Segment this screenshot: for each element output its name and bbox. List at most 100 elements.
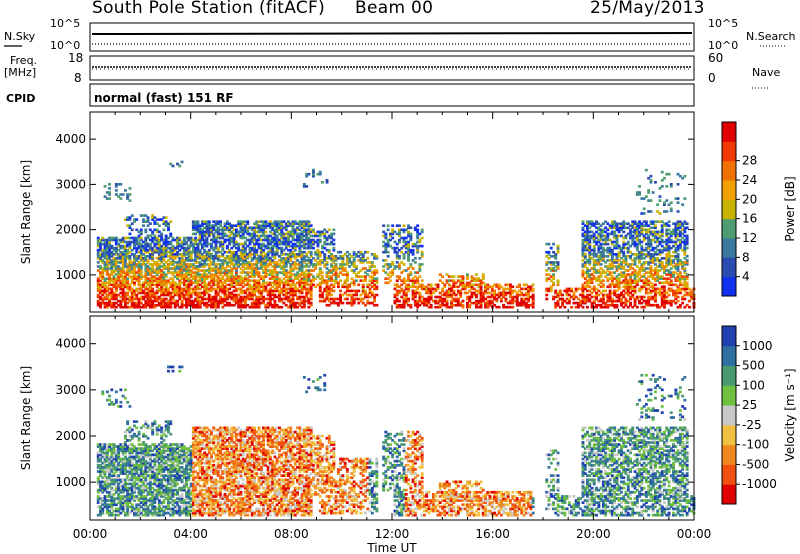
echo-cell bbox=[255, 263, 259, 266]
echo-cell bbox=[153, 295, 157, 299]
echo-cell bbox=[413, 289, 417, 293]
echo-cell bbox=[130, 277, 134, 280]
echo-cell bbox=[649, 248, 653, 252]
echo-cell bbox=[232, 281, 236, 285]
echo-cell bbox=[339, 267, 342, 270]
echo-cell bbox=[468, 305, 472, 309]
echo-cell bbox=[114, 236, 118, 240]
echo-cell bbox=[155, 228, 159, 232]
echo-cell bbox=[268, 291, 272, 295]
echo-cell bbox=[237, 287, 241, 291]
echo-cell bbox=[187, 295, 191, 299]
echo-cell bbox=[443, 283, 447, 287]
echo-cell bbox=[586, 297, 589, 301]
echo-cell bbox=[210, 281, 213, 285]
echo-cell bbox=[518, 289, 521, 293]
echo-cell bbox=[289, 297, 293, 301]
echo-cell bbox=[232, 259, 236, 262]
echo-cell bbox=[117, 269, 121, 272]
echo-cell bbox=[617, 250, 621, 254]
echo-cell bbox=[570, 305, 574, 309]
echo-cell bbox=[196, 293, 200, 297]
echo-cell bbox=[468, 281, 472, 285]
echo-cell bbox=[626, 240, 630, 244]
echo-cell bbox=[613, 283, 617, 287]
echo-cell bbox=[126, 244, 130, 248]
echo-cell bbox=[622, 265, 626, 268]
echo-cell bbox=[610, 301, 614, 305]
echo-cell bbox=[617, 246, 621, 250]
echo-cell bbox=[601, 293, 605, 297]
echo-cell bbox=[99, 271, 102, 274]
echo-cell bbox=[110, 277, 114, 280]
echo-cell bbox=[343, 253, 347, 256]
echo-cell bbox=[278, 285, 281, 289]
echo-cell bbox=[216, 291, 220, 295]
echo-cell bbox=[407, 234, 410, 238]
echo-cell bbox=[108, 236, 111, 240]
echo-cell bbox=[633, 285, 637, 289]
echo-cell bbox=[178, 253, 182, 256]
echo-cell bbox=[312, 246, 315, 250]
echo-cell bbox=[155, 257, 159, 260]
echo-cell bbox=[649, 291, 653, 295]
echo-cell bbox=[191, 301, 195, 305]
echo-cell bbox=[162, 250, 166, 254]
echo-cell bbox=[103, 238, 107, 242]
echo-cell bbox=[133, 244, 136, 248]
echo-cell bbox=[588, 242, 592, 246]
echo-cell bbox=[167, 259, 170, 262]
echo-cell bbox=[588, 263, 592, 266]
echo-cell bbox=[307, 220, 311, 223]
echo-cell bbox=[339, 289, 342, 293]
echo-cell bbox=[375, 277, 379, 280]
echo-cell bbox=[357, 255, 361, 258]
echo-cell bbox=[114, 295, 118, 299]
echo-cell bbox=[631, 234, 635, 238]
echo-cell bbox=[155, 267, 159, 270]
echo-cell bbox=[126, 281, 130, 285]
echo-cell bbox=[235, 240, 238, 244]
echo-cell bbox=[595, 269, 598, 272]
echo-cell bbox=[309, 291, 313, 295]
echo-cell bbox=[253, 248, 256, 252]
echo-cell bbox=[511, 289, 515, 293]
echo-cell bbox=[230, 250, 234, 254]
echo-cell bbox=[649, 244, 653, 248]
echo-cell bbox=[232, 275, 236, 278]
echo-cell bbox=[228, 226, 232, 230]
echo-cell bbox=[447, 295, 451, 299]
echo-cell bbox=[259, 297, 263, 301]
echo-cell bbox=[144, 214, 148, 217]
echo-cell bbox=[291, 255, 295, 258]
echo-cell bbox=[459, 289, 463, 293]
echo-cell bbox=[633, 242, 637, 246]
echo-cell bbox=[108, 259, 111, 262]
echo-cell bbox=[153, 216, 157, 219]
echo-cell bbox=[248, 263, 252, 266]
echo-cell bbox=[318, 232, 322, 236]
echo-cell bbox=[527, 293, 530, 297]
echo-cell bbox=[635, 248, 639, 252]
echo-cell bbox=[205, 283, 209, 287]
echo-cell bbox=[196, 285, 200, 289]
echo-cell bbox=[201, 246, 204, 250]
echo-cell bbox=[595, 236, 598, 240]
echo-cell bbox=[640, 248, 644, 252]
echo-cell bbox=[173, 291, 177, 295]
echo-cell bbox=[298, 267, 302, 270]
echo-cell bbox=[210, 244, 213, 248]
echo-cell bbox=[586, 305, 589, 309]
echo-cell bbox=[221, 297, 225, 301]
echo-cell bbox=[246, 255, 250, 258]
echo-cell bbox=[382, 230, 386, 234]
echo-cell bbox=[155, 297, 159, 301]
echo-cell bbox=[298, 228, 302, 232]
echo-cell bbox=[221, 228, 225, 232]
echo-cell bbox=[583, 238, 587, 242]
echo-cell bbox=[651, 287, 655, 291]
echo-cell bbox=[606, 285, 610, 289]
echo-cell bbox=[99, 253, 102, 256]
echo-cell bbox=[282, 263, 286, 266]
echo-cell bbox=[142, 285, 145, 289]
